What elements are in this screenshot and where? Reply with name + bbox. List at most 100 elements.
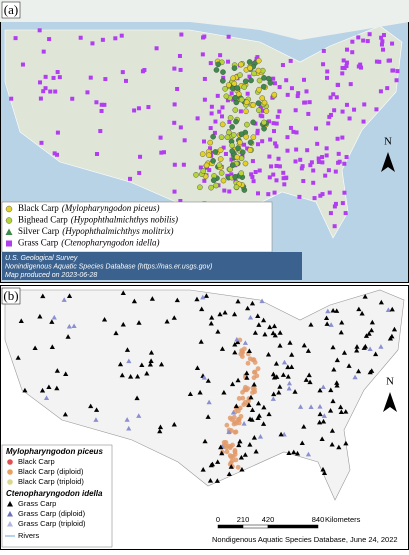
grass-carp-marker — [332, 204, 337, 209]
carp-marker — [227, 115, 234, 121]
grass-carp-marker — [332, 108, 337, 113]
grass-carp-marker — [306, 372, 312, 378]
grass-carp-marker — [78, 35, 83, 40]
grass-carp-marker — [316, 159, 321, 164]
legend-group: Mylopharyngodon piceus — [6, 447, 103, 456]
grass-carp-marker — [336, 160, 341, 165]
grass-carp-marker — [175, 86, 180, 91]
grass-carp-marker — [51, 75, 56, 80]
grass-carp-marker — [55, 70, 60, 75]
grass-carp-marker — [219, 450, 225, 456]
grass-carp-marker — [320, 192, 325, 197]
grass-carp-marker — [194, 365, 201, 371]
grass-carp-marker — [356, 64, 361, 69]
grass-carp-marker — [260, 421, 267, 426]
black-carp-marker — [232, 452, 238, 457]
black-carp-marker — [251, 375, 257, 381]
grass-carp-marker — [213, 119, 218, 124]
carp-marker — [261, 99, 268, 106]
grass-carp-marker — [255, 415, 261, 421]
scale-segment — [267, 524, 319, 529]
grass-carp-marker — [147, 361, 153, 367]
grass-carp-marker — [253, 448, 259, 454]
grass-carp-marker — [71, 323, 77, 329]
grass-carp-marker — [242, 340, 248, 345]
grass-carp-marker — [174, 297, 180, 303]
grass-carp-marker — [268, 137, 273, 142]
grass-carp-marker — [41, 89, 46, 94]
grass-carp-marker — [285, 148, 290, 153]
grass-carp-marker — [269, 164, 274, 169]
carp-marker — [238, 170, 245, 176]
grass-carp-marker — [321, 413, 327, 418]
grass-carp-marker — [61, 297, 67, 302]
grass-carp-marker — [286, 380, 293, 386]
grass-carp-marker — [346, 363, 352, 368]
carp-marker — [243, 133, 249, 140]
legend-scientific: (Mylopharyngodon piceus) — [62, 203, 160, 213]
grass-carp-marker — [251, 381, 257, 387]
grass-carp-marker — [158, 361, 165, 367]
grass-carp-marker — [53, 89, 58, 94]
grass-carp-marker — [327, 190, 332, 195]
black-carp-marker — [229, 417, 235, 423]
grass-carp-marker — [295, 94, 300, 99]
grass-carp-marker — [293, 159, 298, 164]
grass-carp-marker — [391, 326, 398, 332]
grass-carp-marker — [306, 111, 311, 116]
grass-carp-marker — [307, 379, 313, 385]
grass-carp-marker — [356, 306, 362, 312]
grass-carp-marker — [157, 424, 164, 430]
grass-carp-marker — [365, 39, 370, 44]
carp-marker — [227, 166, 234, 173]
grass-carp-marker — [126, 358, 132, 364]
grass-carp-marker — [226, 429, 232, 435]
carp-marker — [203, 162, 210, 169]
grass-carp-marker — [320, 384, 326, 390]
grass-carp-marker — [294, 130, 299, 135]
grass-carp-marker — [278, 431, 284, 437]
grass-carp-marker — [37, 313, 43, 319]
black-carp-marker — [250, 385, 256, 391]
grass-carp-marker — [247, 441, 253, 447]
grass-carp-marker — [154, 46, 159, 51]
grass-carp-marker — [307, 100, 312, 105]
grass-carp-marker — [140, 69, 145, 74]
grass-carp-marker — [267, 154, 272, 159]
grass-carp-marker — [221, 389, 227, 395]
grass-carp-marker — [247, 416, 253, 422]
grass-carp-marker — [361, 119, 366, 124]
grass-carp-marker — [234, 336, 240, 342]
black-carp-marker — [241, 346, 247, 352]
grass-carp-marker — [172, 66, 177, 71]
carp-marker — [206, 152, 212, 158]
grass-carp-marker — [218, 444, 224, 450]
grass-carp-marker — [120, 321, 126, 327]
grass-carp-marker — [43, 86, 48, 91]
scale-tick-label: 0 — [216, 515, 220, 524]
grass-carp-marker — [286, 450, 292, 455]
carp-marker — [263, 108, 270, 114]
grass-carp-marker — [342, 190, 347, 195]
grass-carp-marker — [314, 126, 319, 131]
grass-carp-marker — [172, 120, 177, 125]
carp-marker — [233, 184, 240, 190]
grass-carp-marker — [245, 146, 250, 151]
grass-carp-marker — [113, 36, 118, 41]
grass-carp-marker — [187, 391, 193, 397]
grass-carp-marker — [320, 418, 327, 424]
credit-box — [2, 252, 302, 280]
grass-carp-marker — [334, 95, 339, 100]
grass-carp-marker — [305, 148, 310, 153]
grass-carp-marker — [395, 69, 400, 74]
grass-carp-marker — [198, 339, 204, 344]
grass-carp-marker — [275, 114, 280, 119]
grass-carp-marker — [359, 310, 365, 316]
grass-carp-marker — [300, 164, 305, 169]
grass-carp-marker — [103, 77, 108, 82]
grass-carp-marker — [54, 368, 60, 373]
grass-carp-marker — [328, 95, 333, 100]
carp-marker — [210, 177, 217, 184]
grass-carp-marker — [338, 329, 344, 335]
carp-marker — [256, 86, 262, 93]
